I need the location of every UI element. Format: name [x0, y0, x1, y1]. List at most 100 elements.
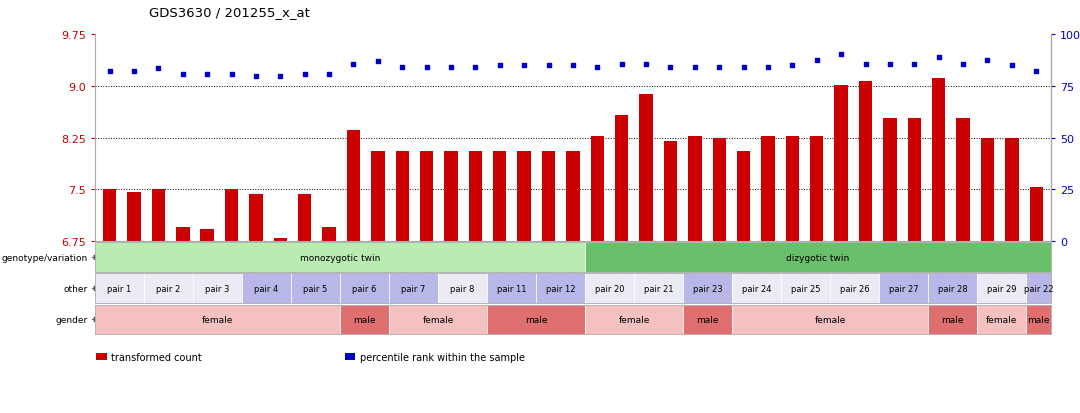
Bar	[615, 116, 629, 242]
Text: pair 21: pair 21	[644, 284, 674, 293]
Text: female: female	[814, 315, 846, 324]
Text: pair 3: pair 3	[205, 284, 230, 293]
Text: pair 1: pair 1	[107, 284, 132, 293]
Text: male: male	[525, 315, 548, 324]
Point	[150, 66, 167, 72]
Text: male: male	[697, 315, 719, 324]
Text: female: female	[986, 315, 1017, 324]
Point	[735, 64, 753, 71]
Bar	[907, 119, 921, 242]
Text: pair 7: pair 7	[402, 284, 426, 293]
Point	[272, 74, 289, 81]
Point	[881, 62, 899, 68]
Point	[102, 68, 119, 75]
Text: GDS3630 / 201255_x_at: GDS3630 / 201255_x_at	[149, 6, 310, 19]
Point	[589, 64, 606, 71]
Text: transformed count: transformed count	[111, 352, 202, 362]
Point	[467, 64, 484, 71]
Point	[125, 68, 143, 75]
Point	[759, 64, 777, 71]
Point	[491, 63, 509, 69]
Point	[662, 64, 679, 71]
Bar	[444, 152, 458, 242]
Point	[321, 71, 338, 78]
Text: male: male	[353, 315, 376, 324]
Bar	[201, 230, 214, 242]
Bar	[810, 136, 823, 242]
Point	[443, 64, 460, 71]
Bar	[298, 194, 311, 242]
Bar	[372, 152, 384, 242]
Bar	[345, 353, 355, 361]
Point	[540, 63, 557, 69]
Text: genotype/variation: genotype/variation	[1, 253, 87, 262]
Bar	[420, 152, 433, 242]
Bar	[883, 119, 896, 242]
Text: pair 24: pair 24	[742, 284, 771, 293]
Text: pair 8: pair 8	[450, 284, 475, 293]
Point	[345, 62, 362, 68]
Bar	[249, 194, 262, 242]
Bar	[713, 139, 726, 242]
Text: pair 11: pair 11	[497, 284, 526, 293]
Point	[222, 71, 240, 78]
Point	[808, 57, 825, 64]
Bar	[785, 136, 799, 242]
Bar	[494, 152, 507, 242]
Text: pair 29: pair 29	[987, 284, 1016, 293]
Point	[199, 71, 216, 78]
Bar	[96, 353, 107, 361]
Point	[393, 64, 410, 71]
Text: male: male	[942, 315, 964, 324]
Text: pair 22: pair 22	[1024, 284, 1053, 293]
Bar	[835, 85, 848, 242]
Bar	[981, 139, 995, 242]
Bar	[639, 95, 652, 242]
Point	[955, 62, 972, 68]
Text: pair 4: pair 4	[255, 284, 279, 293]
Text: pair 23: pair 23	[693, 284, 723, 293]
Text: pair 5: pair 5	[303, 284, 327, 293]
Point	[515, 63, 532, 69]
Text: female: female	[619, 315, 650, 324]
Bar	[859, 82, 873, 242]
Point	[978, 57, 996, 64]
Text: pair 25: pair 25	[791, 284, 821, 293]
Text: percentile rank within the sample: percentile rank within the sample	[360, 352, 525, 362]
Text: female: female	[422, 315, 454, 324]
Point	[296, 71, 313, 78]
Text: monozygotic twin: monozygotic twin	[300, 253, 380, 262]
Point	[856, 62, 874, 68]
Bar	[688, 136, 702, 242]
Bar	[469, 152, 482, 242]
Point	[369, 59, 387, 65]
Bar	[273, 238, 287, 242]
Text: pair 2: pair 2	[157, 284, 180, 293]
Bar	[957, 119, 970, 242]
Point	[613, 62, 631, 68]
Bar	[395, 152, 409, 242]
Point	[711, 64, 728, 71]
Text: pair 20: pair 20	[595, 284, 624, 293]
Text: pair 26: pair 26	[840, 284, 869, 293]
Bar	[1029, 188, 1043, 242]
Text: pair 27: pair 27	[889, 284, 919, 293]
Text: female: female	[202, 315, 233, 324]
Text: pair 28: pair 28	[939, 284, 968, 293]
Bar	[127, 192, 140, 242]
Bar	[542, 152, 555, 242]
Point	[174, 71, 191, 78]
Bar	[347, 131, 361, 242]
Text: male: male	[1027, 315, 1050, 324]
Point	[1003, 63, 1021, 69]
Point	[686, 64, 703, 71]
Point	[906, 62, 923, 68]
Point	[418, 64, 435, 71]
Bar	[517, 152, 531, 242]
Point	[564, 63, 581, 69]
Bar	[323, 227, 336, 242]
Bar	[1005, 139, 1018, 242]
Bar	[932, 78, 945, 242]
Point	[1027, 68, 1044, 75]
Point	[930, 55, 947, 61]
